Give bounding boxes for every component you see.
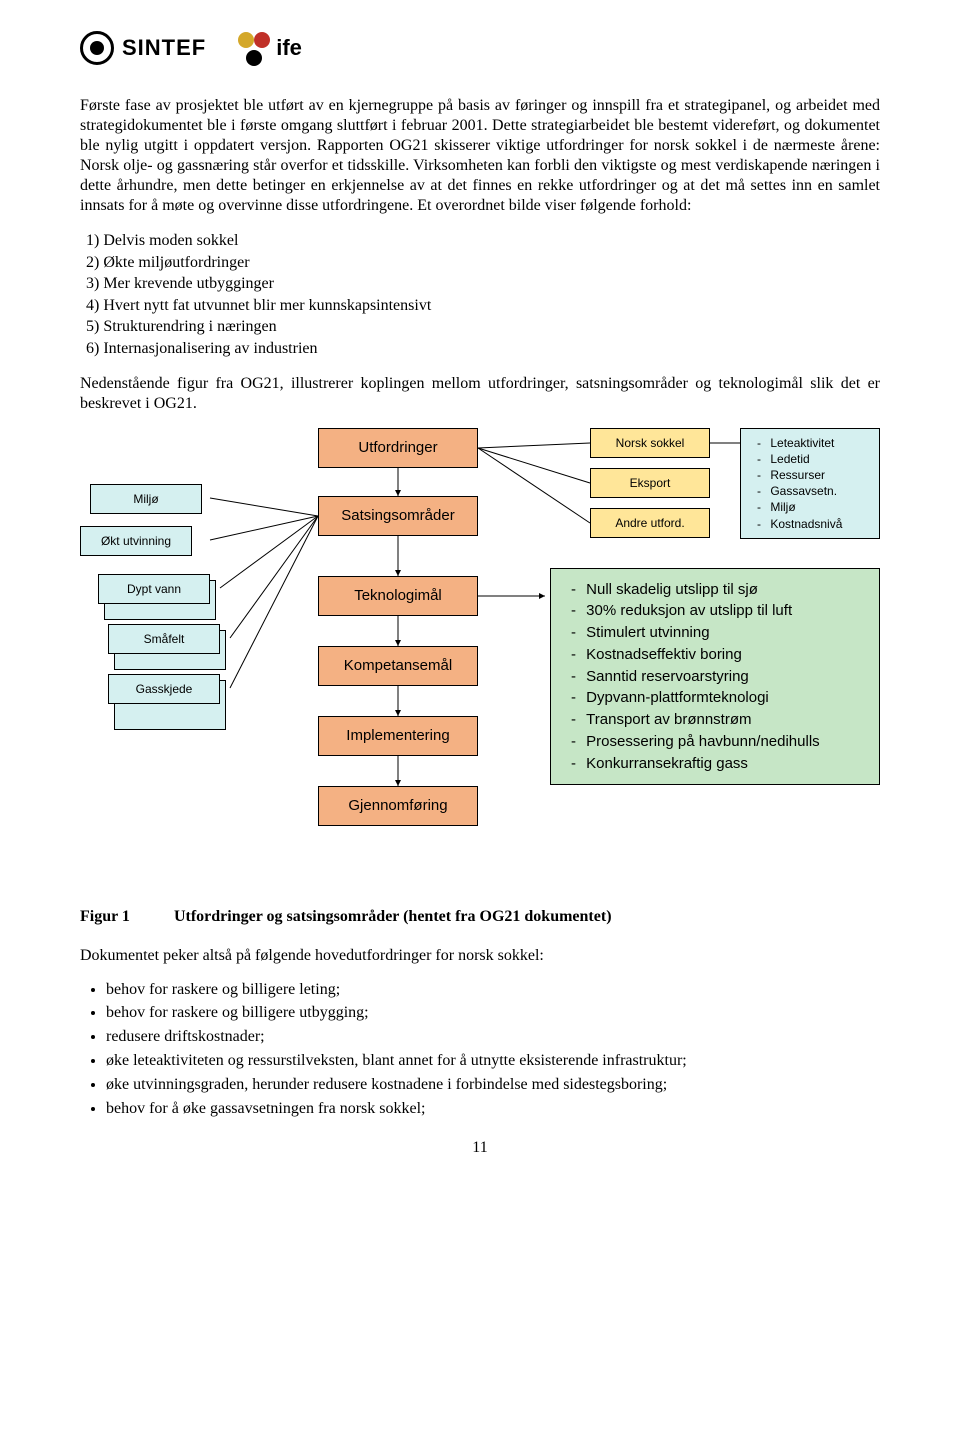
list-item: 5) Strukturendring i næringen [86,316,880,338]
r2-item: Null skadelig utslipp til sjø [565,579,865,601]
sintef-text: SINTEF [122,35,206,61]
node-eksport: Eksport [590,468,710,498]
node-teknologimal: Teknologimål [318,576,478,616]
r1-item: Leteaktivitet [751,435,869,451]
r1-item: Ledetid [751,451,869,467]
list-item: 6) Internasjonalisering av industrien [86,338,880,360]
bullet-list: behov for raskere og billigere leting; b… [106,980,880,1120]
node-miljo: Miljø [90,484,202,514]
figure-caption: Figur 1 Utfordringer og satsingsområder … [80,908,880,926]
r2-item: Stimulert utvinning [565,622,865,644]
node-dypt-vann: Dypt vann [98,574,210,604]
node-smafelt: Småfelt [108,624,220,654]
paragraph-2: Nedenstående figur fra OG21, illustrerer… [80,374,880,414]
r1-item: Ressurser [751,467,869,483]
list-item: 1) Delvis moden sokkel [86,230,880,252]
ife-icon [236,30,272,66]
figure-title: Utfordringer og satsingsområder (hentet … [174,908,612,925]
sintef-icon [80,31,114,65]
bullet-item: redusere driftskostnader; [106,1027,880,1048]
list-item: 2) Økte miljøutfordringer [86,252,880,274]
node-kompetansemal: Kompetansemål [318,646,478,686]
page-number: 11 [80,1139,880,1157]
bullet-item: øke utvinningsgraden, herunder redusere … [106,1075,880,1096]
numbered-list: 1) Delvis moden sokkel 2) Økte miljøutfo… [86,230,880,360]
r1-item: Kostnadsnivå [751,516,869,532]
ife-logo: ife [236,30,302,66]
paragraph-1: Første fase av prosjektet ble utført av … [80,96,880,216]
sintef-logo: SINTEF [80,31,206,65]
node-gasskjede: Gasskjede [108,674,220,704]
r2-item: Konkurransekraftig gass [565,753,865,775]
r1-item: Miljø [751,499,869,515]
r2-item: Sanntid reservoarstyring [565,666,865,688]
ife-text: ife [276,35,302,61]
paragraph-3: Dokumentet peker altså på følgende hoved… [80,946,880,966]
node-satsingsomrader: Satsingsområder [318,496,478,536]
node-okt-utvinning: Økt utvinning [80,526,192,556]
node-norsk-sokkel: Norsk sokkel [590,428,710,458]
figure-label: Figur 1 [80,908,130,925]
bullet-item: behov for raskere og billigere utbygging… [106,1003,880,1024]
node-gjennomforing: Gjennomføring [318,786,478,826]
r1-item: Gassavsetn. [751,483,869,499]
bullet-item: behov for å øke gassavsetningen fra nors… [106,1099,880,1120]
r2-item: Dypvann-plattformteknologi [565,687,865,709]
r2-item: Prosessering på havbunn/nedihulls [565,731,865,753]
node-implementering: Implementering [318,716,478,756]
logo-bar: SINTEF ife [80,30,880,66]
og21-diagram: Utfordringer Satsingsområder Teknologimå… [80,428,880,878]
list-item: 4) Hvert nytt fat utvunnet blir mer kunn… [86,295,880,317]
r2-item: 30% reduksjon av utslipp til luft [565,600,865,622]
list-item: 3) Mer krevende utbygginger [86,273,880,295]
r2-item: Transport av brønnstrøm [565,709,865,731]
node-andre-utford: Andre utford. [590,508,710,538]
bullet-item: behov for raskere og billigere leting; [106,980,880,1001]
r2-item: Kostnadseffektiv boring [565,644,865,666]
bullet-item: øke leteaktiviteten og ressurstilveksten… [106,1051,880,1072]
box-right-large: Null skadelig utslipp til sjø 30% reduks… [550,568,880,786]
box-right-small: Leteaktivitet Ledetid Ressurser Gassavse… [740,428,880,539]
node-utfordringer: Utfordringer [318,428,478,468]
